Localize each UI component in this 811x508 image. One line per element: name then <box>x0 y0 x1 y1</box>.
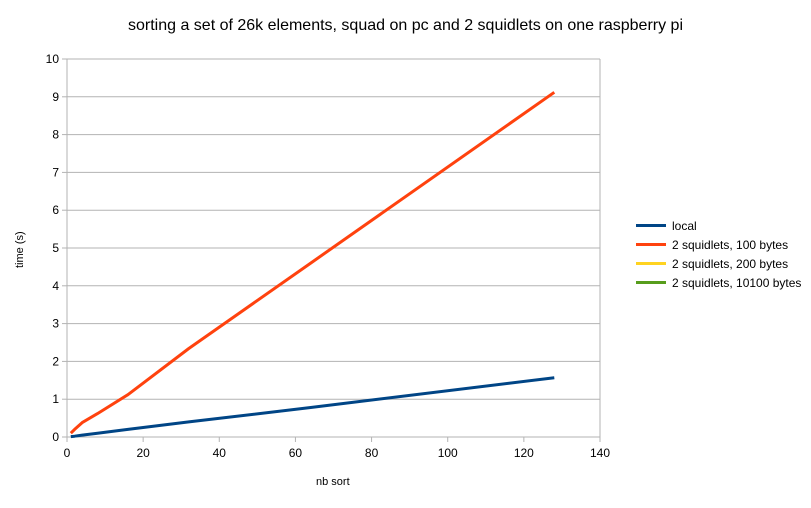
y-tick-label: 9 <box>52 90 59 104</box>
series-line-local <box>70 376 555 439</box>
legend-label: 2 squidlets, 200 bytes <box>672 256 789 271</box>
legend-item: local <box>636 216 801 235</box>
legend-label: 2 squidlets, 100 bytes <box>672 237 789 252</box>
x-tick-label: 40 <box>213 446 227 460</box>
x-tick-label: 100 <box>438 446 458 460</box>
y-tick-label: 2 <box>52 354 59 368</box>
legend-swatch <box>636 224 666 227</box>
y-tick-label: 0 <box>52 430 59 444</box>
legend: local 2 squidlets, 100 bytes 2 squidlets, … <box>636 216 801 292</box>
x-axis-label: nb sort <box>316 476 350 488</box>
y-tick-label: 4 <box>52 279 59 293</box>
x-tick-label: 0 <box>64 446 71 460</box>
legend-swatch <box>636 262 666 265</box>
legend-label: local <box>672 218 697 233</box>
x-tick-label: 60 <box>289 446 303 460</box>
series-line-2-squidlets-100-bytes <box>69 91 556 435</box>
x-tick-label: 120 <box>514 446 534 460</box>
x-tick-label: 20 <box>136 446 150 460</box>
y-tick-label: 8 <box>52 128 59 142</box>
legend-item: 2 squidlets, 10100 bytes <box>636 273 801 292</box>
y-tick-label: 1 <box>52 392 59 406</box>
chart-title: sorting a set of 26k elements, squad on … <box>127 17 683 34</box>
x-tick-label: 140 <box>590 446 610 460</box>
y-tick-label: 10 <box>46 52 60 66</box>
legend-swatch <box>636 281 666 284</box>
y-tick-label: 6 <box>52 203 59 217</box>
legend-swatch <box>636 243 666 246</box>
y-tick-label: 3 <box>52 317 59 331</box>
y-tick-label: 7 <box>52 165 59 179</box>
legend-label: 2 squidlets, 10100 bytes <box>672 275 802 290</box>
x-tick-label: 80 <box>365 446 379 460</box>
legend-item: 2 squidlets, 100 bytes <box>636 235 801 254</box>
legend-item: 2 squidlets, 200 bytes <box>636 254 801 273</box>
y-tick-label: 5 <box>52 241 59 255</box>
